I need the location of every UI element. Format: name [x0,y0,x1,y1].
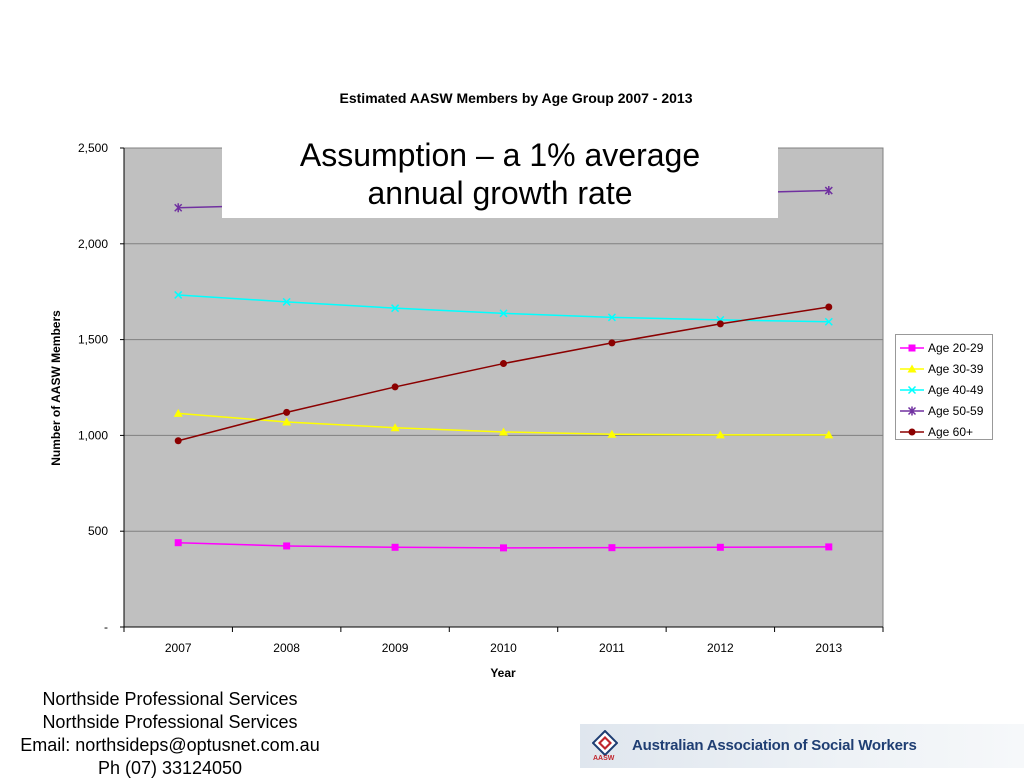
legend-label: Age 40-49 [928,383,984,397]
data-point-age-60 [825,303,833,311]
x-tick-label: 2010 [490,641,517,655]
data-point-age-30-39 [607,429,617,438]
y-tick-label: 1,500 [78,333,108,347]
series-age-20-29 [174,539,833,552]
legend-item-age-60: Age 60+ [896,422,992,443]
data-point-age-30-39 [499,427,508,436]
footer-email: Email: northsideps@optusnet.com.au [20,735,320,755]
data-point-age-20-29 [716,543,724,551]
data-point-age-40-49 [824,317,833,326]
legend-marker-age-20-29 [908,344,916,352]
chart-title: Estimated AASW Members by Age Group 2007… [340,90,693,106]
data-point-age-50-59 [824,186,833,196]
chart-legend: Age 20-29 Age 30-39 Age 40-49 Age 50-59 Age … [895,334,993,440]
x-tick-label: 2011 [599,641,625,655]
data-point-age-60 [608,339,616,347]
assumption-line-2: annual growth rate [367,175,633,211]
data-point-age-60 [174,437,182,445]
legend-item-age-20-29: Age 20-29 [896,338,992,359]
assumption-note: Assumption – a 1% average annual growth … [222,134,778,218]
plot-area [123,147,884,628]
data-point-age-40-49 [282,297,291,306]
data-point-age-30-39 [173,408,183,417]
legend-item-age-30-39: Age 30-39 [896,359,992,380]
y-tick-label: 2,000 [78,237,108,251]
y-axis-title: Number of AASW Members [49,310,63,466]
data-point-age-20-29 [391,543,399,551]
data-point-age-20-29 [283,542,291,550]
x-tick-label: 2009 [382,641,409,655]
x-tick-label: 2012 [707,641,734,655]
data-point-age-40-49 [607,313,616,322]
footer-line-2: Northside Professional Services [42,712,298,732]
aasw-logo-banner: AASW Australian Association of Social Wo… [580,724,1024,768]
data-point-age-60 [283,408,291,416]
data-point-age-20-29 [608,544,616,552]
data-point-age-50-59 [174,203,183,213]
legend-swatch-age-50-59 [900,406,924,416]
aasw-logo-name: Australian Association of Social Workers [632,737,917,754]
legend-label: Age 30-39 [928,362,984,376]
data-point-age-20-29 [500,544,507,552]
legend-marker-age-30-39 [907,364,917,373]
footer-contact: Northside Professional Services Northsid… [0,688,340,780]
data-point-age-20-29 [174,539,182,547]
legend-label: Age 60+ [928,425,974,439]
data-point-age-40-49 [174,290,183,299]
data-point-age-40-49 [391,304,400,313]
data-point-age-30-39 [824,430,834,439]
footer-line-1: Northside Professional Services [42,689,298,709]
data-point-age-40-49 [499,309,508,318]
legend-marker-age-40-49 [907,385,917,395]
footer-phone: Ph (07) 33124050 [97,758,243,778]
series-age-30-39 [173,408,834,439]
y-tick-label: 500 [88,524,108,538]
data-point-age-30-39 [282,417,292,426]
legend-swatch-age-40-49 [900,385,924,395]
y-tick-label: 2,500 [78,141,108,155]
data-point-age-30-39 [390,423,400,432]
data-point-age-60 [391,383,399,391]
legend-marker-age-50-59 [907,406,917,416]
legend-swatch-age-30-39 [900,364,924,373]
series-age-40-49 [174,290,833,326]
y-tick-label: 1,000 [78,428,108,442]
aasw-logo-short: AASW [593,755,615,762]
legend-label: Age 20-29 [928,341,984,355]
data-point-age-60 [500,360,507,368]
x-axis-title: Year [490,666,516,680]
x-tick-label: 2013 [815,641,842,655]
assumption-line-1: Assumption – a 1% average [299,137,701,173]
legend-item-age-50-59: Age 50-59 [896,401,992,422]
data-point-age-20-29 [825,543,833,551]
data-point-age-60 [716,320,724,328]
legend-label: Age 50-59 [928,404,984,418]
aasw-logo-icon [592,730,618,756]
x-tick-label: 2008 [273,641,300,655]
data-point-age-30-39 [715,430,725,439]
x-tick-label: 2007 [165,641,192,655]
legend-swatch-age-20-29 [900,344,924,352]
series-age-60 [174,303,833,445]
legend-item-age-40-49: Age 40-49 [896,380,992,401]
legend-swatch-age-60 [900,428,924,436]
y-tick-label: - [104,620,108,634]
legend-marker-age-60 [908,428,916,436]
